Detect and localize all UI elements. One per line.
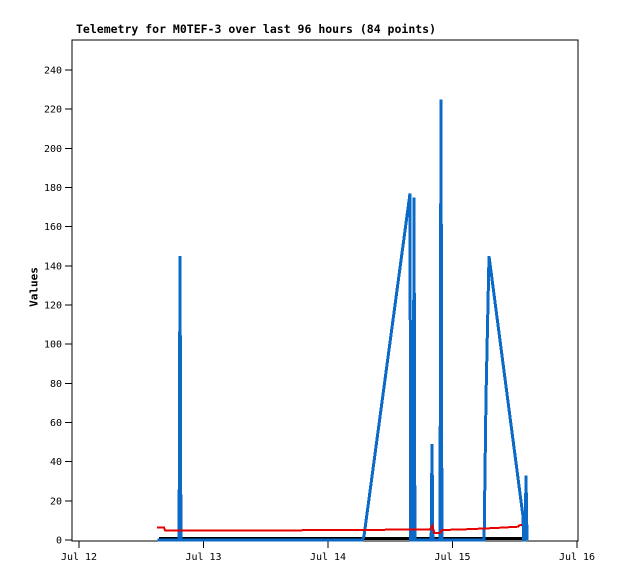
y-tick-label: 240	[44, 66, 62, 77]
y-tick-label: 60	[50, 418, 62, 429]
y-tick-label: 220	[44, 105, 62, 116]
y-tick-label: 100	[44, 340, 62, 351]
y-tick-label: 120	[44, 301, 62, 312]
y-tick-label: 20	[50, 496, 62, 507]
x-tick-label: Jul 15	[434, 552, 470, 563]
chart-title: Telemetry for M0TEF-3 over last 96 hours…	[76, 22, 437, 36]
y-tick-label: 40	[50, 457, 62, 468]
series-channel-blue	[157, 99, 529, 542]
x-tick-label: Jul 12	[61, 552, 97, 563]
x-tick-label: Jul 14	[310, 552, 346, 563]
y-tick-label: 0	[56, 536, 62, 547]
y-tick-label: 160	[44, 222, 62, 233]
y-tick-label: 80	[50, 379, 62, 390]
x-tick-label: Jul 16	[559, 552, 595, 563]
y-tick-label: 180	[44, 183, 62, 194]
x-tick-label: Jul 13	[185, 552, 221, 563]
y-tick-label: 200	[44, 144, 62, 155]
series-channel-red	[157, 523, 522, 534]
plot-border	[71, 39, 579, 542]
y-tick-label: 140	[44, 261, 62, 272]
